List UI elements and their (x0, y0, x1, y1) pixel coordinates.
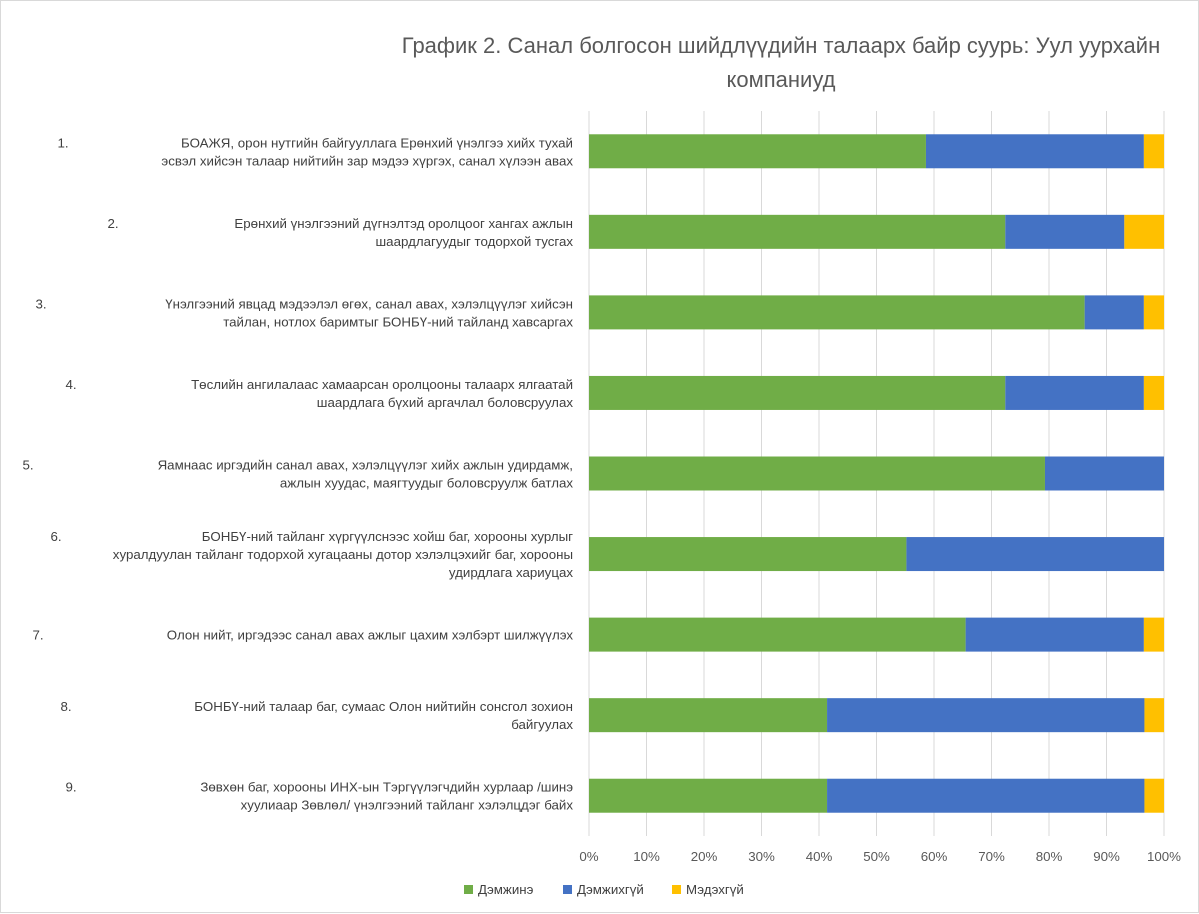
bar-segment (1144, 778, 1164, 813)
category-number: 4. (65, 377, 76, 392)
bar-segment (1044, 456, 1164, 491)
bar-segment (1005, 375, 1144, 410)
x-tick-label: 100% (1147, 849, 1181, 864)
bar-segment (1144, 698, 1164, 733)
bar-segment (827, 778, 1145, 813)
x-tick-label: 0% (579, 849, 598, 864)
legend-label: Мэдэхгүй (686, 882, 744, 897)
x-tick-label: 40% (806, 849, 833, 864)
bar-segment (827, 698, 1145, 733)
x-tick-label: 80% (1036, 849, 1063, 864)
category-number: 1. (57, 135, 68, 150)
x-tick-label: 90% (1093, 849, 1120, 864)
category-label-line: Төслийн ангилалаас хамаарсан оролцооны т… (191, 377, 573, 392)
category-number: 9. (65, 780, 76, 795)
category-label-line: Үнэлгээний явцад мэдээлэл өгөх, санал ав… (165, 296, 573, 311)
bar-segment (589, 698, 828, 733)
bar-segment (1005, 214, 1125, 249)
category-label-line: тайлан, нотлох баримтыг БОНБҮ-ний тайлан… (223, 314, 573, 329)
bar-segment (589, 778, 828, 813)
x-tick-label: 50% (863, 849, 890, 864)
bar-segment (1143, 375, 1164, 410)
bar-segment (1124, 214, 1164, 249)
bar-segment (1143, 617, 1164, 652)
category-label-line: хуралдуулан тайланг тодорхой хугацааны д… (113, 547, 573, 562)
bar-segment (1084, 295, 1144, 330)
category-number: 2. (107, 216, 118, 231)
bar-segment (589, 537, 907, 572)
bar-segment (925, 134, 1144, 169)
category-label-line: шаардлагуудыг тодорхой тусгах (376, 234, 574, 249)
x-tick-label: 70% (978, 849, 1005, 864)
x-tick-label: 20% (691, 849, 718, 864)
category-label-line: эсвэл хийсэн талаар нийтийн зар мэдээ хү… (161, 153, 573, 168)
legend-label: Дэмжихгүй (577, 882, 644, 897)
category-number: 6. (50, 529, 61, 544)
category-label-line: БОНБҮ-ний тайланг хүргүүлснээс хойш баг,… (202, 529, 573, 544)
category-label-line: Олон нийт, иргэдээс санал авах ажлыг цах… (167, 628, 574, 643)
bar-segment (589, 295, 1085, 330)
bar-segment (589, 456, 1045, 491)
bar-segment (589, 134, 926, 169)
bar-segment (906, 537, 1164, 572)
category-label-line: Яамнаас иргэдийн санал авах, хэлэлцүүлэг… (158, 458, 573, 473)
category-number: 3. (35, 296, 46, 311)
category-number: 7. (32, 628, 43, 643)
category-label-line: БОНБҮ-ний талаар баг, сумаас Олон нийтий… (194, 699, 573, 714)
category-label-line: ажлын хуудас, маягтуудыг боловсруулж бат… (280, 476, 573, 491)
bar-segment (1143, 134, 1164, 169)
bar-segment (589, 375, 1006, 410)
x-tick-label: 10% (633, 849, 660, 864)
category-number: 5. (22, 458, 33, 473)
category-label-line: Ерөнхий үнэлгээний дүгнэлтэд оролцоог ха… (234, 216, 573, 231)
legend-label: Дэмжинэ (478, 882, 534, 897)
category-label-line: Зөвхөн баг, хорооны ИНХ-ын Тэргүүлэгчдий… (200, 780, 573, 795)
category-number: 8. (60, 699, 71, 714)
category-label-line: удирдлага хариуцах (449, 565, 573, 580)
chart-title: График 2. Санал болгосон шийдлүүдийн тал… (401, 33, 1161, 92)
bar-segment (1143, 295, 1164, 330)
bar-segment (589, 617, 966, 652)
x-tick-label: 60% (921, 849, 948, 864)
legend-swatch (672, 885, 681, 894)
legend-swatch (563, 885, 572, 894)
x-tick-label: 30% (748, 849, 775, 864)
bar-segment (965, 617, 1144, 652)
bar-segment (589, 214, 1006, 249)
category-label-line: хуулиаар Зөвлөл/ үнэлгээний тайланг хэлэ… (241, 798, 574, 813)
category-label-line: шаардлага бүхий аргачлал боловсруулах (317, 395, 574, 410)
legend-swatch (464, 885, 473, 894)
category-label-line: БОАЖЯ, орон нутгийн байгууллага Ерөнхий … (181, 135, 573, 150)
category-label-line: байгуулах (511, 717, 573, 732)
